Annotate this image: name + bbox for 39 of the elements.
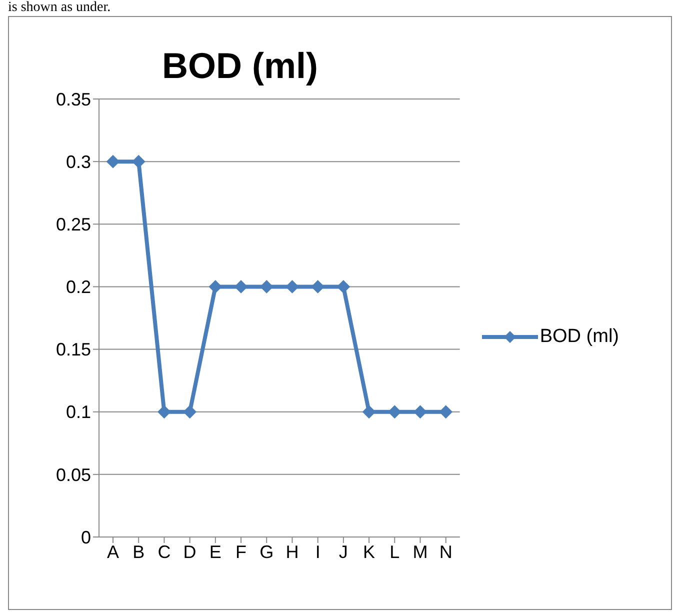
x-tick-label: E (209, 542, 222, 562)
y-tick-label: 0.35 (56, 89, 91, 110)
x-tick-label: D (183, 542, 196, 562)
x-tick-label: I (315, 542, 320, 562)
point (183, 405, 196, 418)
y-tick-label: 0.3 (66, 152, 91, 172)
y-tick-label: 0.1 (66, 402, 91, 422)
x-tick-label: K (363, 542, 376, 562)
point (414, 405, 427, 418)
point (208, 280, 222, 294)
y-tick-label: 0.25 (56, 214, 91, 235)
point (106, 155, 120, 168)
point (234, 280, 248, 294)
point (260, 280, 274, 294)
x-tick-label: B (132, 542, 145, 562)
x-tick-label: L (390, 542, 400, 562)
y-tick-label: 0.15 (56, 340, 91, 360)
x-tick-label: N (439, 542, 452, 562)
point (362, 405, 376, 418)
point (158, 405, 171, 418)
x-tick-label: J (338, 542, 348, 562)
point (132, 155, 146, 168)
y-tick-label: 0 (80, 527, 91, 548)
x-tick-label: G (260, 542, 274, 562)
x-tick-label: A (106, 542, 120, 562)
point (286, 280, 299, 294)
point (311, 280, 324, 294)
text: is shown as under. (8, 0, 111, 16)
x-tick-label: F (236, 542, 247, 562)
x-tick-label: H (286, 542, 299, 562)
point (336, 280, 350, 294)
y-tick-label: 0.2 (66, 277, 91, 298)
x-tick-label: M (412, 542, 428, 562)
chart-title: BOD (ml) (161, 45, 319, 87)
x-tick-label: C (158, 542, 171, 562)
point (439, 405, 452, 418)
y-tick-label: 0.05 (56, 464, 91, 485)
legend-label: BOD (ml) (540, 326, 619, 348)
point (388, 405, 402, 418)
